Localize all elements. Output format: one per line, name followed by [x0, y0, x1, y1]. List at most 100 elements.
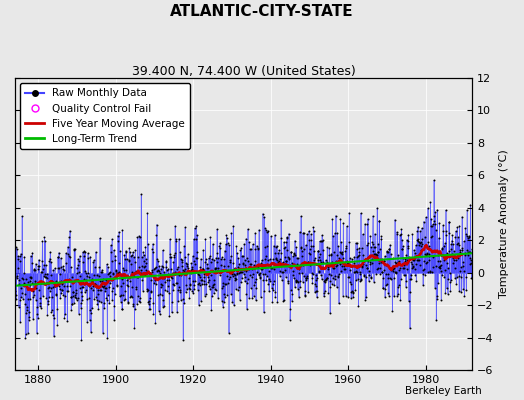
Point	[371, 244, 379, 251]
Point	[203, 271, 211, 277]
Point	[77, 304, 85, 311]
Point	[140, 258, 149, 264]
Point	[218, 298, 226, 304]
Point	[467, 246, 476, 252]
Point	[103, 334, 112, 341]
Point	[270, 232, 279, 238]
Point	[377, 236, 385, 242]
Point	[429, 264, 437, 270]
Point	[112, 268, 121, 274]
Point	[422, 214, 430, 220]
Point	[440, 256, 448, 263]
Point	[170, 254, 178, 260]
Point	[261, 271, 269, 277]
Point	[13, 246, 21, 252]
Point	[149, 310, 158, 317]
Point	[15, 281, 23, 287]
Point	[12, 292, 20, 298]
Point	[111, 291, 119, 297]
Point	[441, 240, 449, 246]
Point	[278, 259, 287, 266]
Point	[182, 260, 190, 266]
Point	[399, 272, 408, 278]
Point	[14, 265, 22, 271]
Point	[423, 250, 431, 256]
Point	[142, 266, 150, 273]
Point	[301, 275, 310, 281]
Point	[238, 269, 246, 275]
Point	[199, 266, 207, 272]
Point	[421, 272, 430, 278]
Point	[210, 281, 219, 287]
Point	[307, 243, 315, 250]
Point	[428, 269, 436, 276]
Point	[414, 238, 423, 244]
Point	[159, 304, 167, 310]
Point	[45, 294, 53, 301]
Point	[102, 284, 110, 291]
Point	[319, 237, 327, 244]
Point	[430, 212, 438, 219]
Point	[458, 214, 466, 220]
Point	[374, 249, 383, 255]
Point	[209, 284, 217, 290]
Point	[100, 282, 108, 289]
Point	[58, 287, 66, 293]
Point	[192, 249, 201, 255]
Point	[277, 216, 285, 223]
Point	[177, 272, 185, 278]
Point	[395, 258, 403, 264]
Point	[182, 286, 191, 292]
Point	[221, 294, 230, 300]
Point	[186, 281, 194, 288]
Point	[236, 279, 245, 286]
Point	[153, 267, 161, 274]
Point	[131, 247, 139, 254]
Point	[155, 307, 163, 314]
Point	[292, 278, 300, 285]
Point	[110, 303, 118, 309]
Point	[408, 231, 417, 238]
Point	[122, 248, 130, 255]
Point	[205, 277, 213, 283]
Point	[43, 284, 52, 291]
Point	[114, 232, 122, 239]
Point	[104, 284, 113, 290]
Point	[161, 264, 170, 270]
Point	[395, 266, 403, 273]
Point	[424, 250, 433, 257]
Point	[335, 270, 343, 277]
Point	[419, 267, 427, 273]
Point	[444, 248, 453, 254]
Point	[35, 286, 43, 293]
Point	[279, 298, 288, 304]
Point	[360, 258, 368, 264]
Point	[397, 231, 405, 237]
Point	[160, 287, 169, 293]
Point	[247, 246, 255, 252]
Point	[269, 256, 277, 263]
Point	[355, 248, 364, 255]
Point	[306, 251, 314, 258]
Point	[210, 276, 219, 283]
Point	[48, 294, 56, 300]
Point	[267, 264, 276, 271]
Point	[466, 202, 475, 208]
Point	[56, 286, 64, 293]
Point	[21, 301, 29, 307]
Point	[219, 280, 227, 286]
Point	[387, 276, 395, 282]
Point	[45, 258, 53, 264]
Point	[189, 290, 198, 296]
Point	[304, 228, 313, 234]
Point	[93, 301, 102, 307]
Point	[357, 277, 365, 283]
Point	[30, 278, 39, 285]
Point	[228, 299, 236, 305]
Point	[354, 276, 362, 282]
Point	[202, 256, 210, 263]
Point	[50, 265, 59, 272]
Point	[283, 235, 291, 242]
Point	[185, 286, 194, 292]
Point	[222, 241, 230, 247]
